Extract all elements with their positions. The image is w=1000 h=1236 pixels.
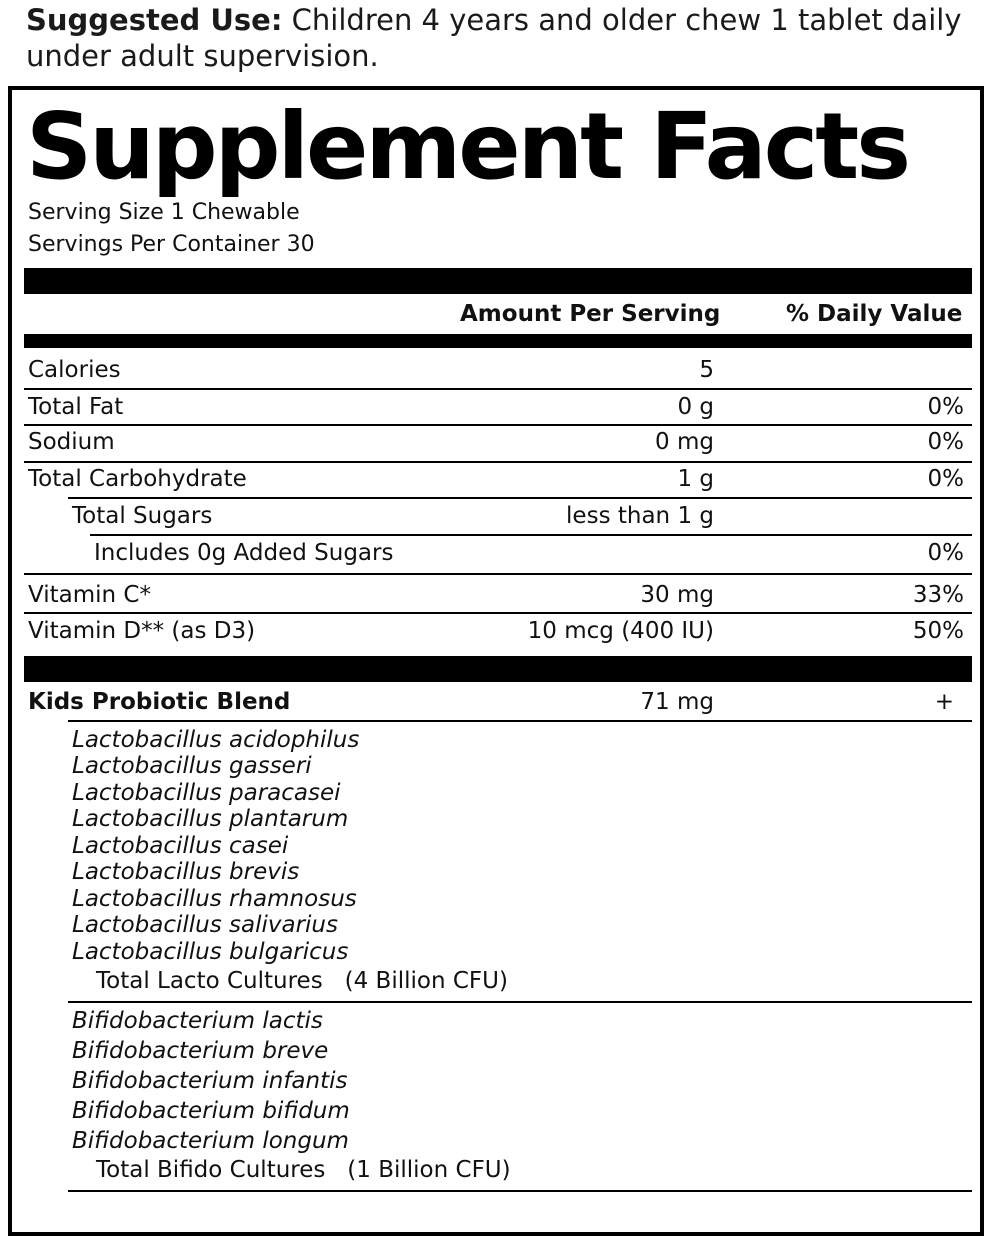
strain-item: Lactobacillus casei xyxy=(72,833,289,859)
nutrient-amount: 30 mg xyxy=(640,582,714,608)
row-divider xyxy=(68,720,972,722)
suggested-use: Suggested Use: Children 4 years and olde… xyxy=(26,2,966,74)
row-divider xyxy=(24,612,972,614)
nutrient-label: Total Sugars xyxy=(72,503,213,529)
strain-item: Lactobacillus acidophilus xyxy=(72,727,360,753)
strain-item: Bifidobacterium bifidum xyxy=(72,1098,350,1124)
row-divider xyxy=(24,388,972,390)
nutrient-label: Calories xyxy=(28,357,121,383)
strain-item: Bifidobacterium breve xyxy=(72,1038,329,1064)
servings-per-container: Servings Per Container 30 xyxy=(28,232,315,257)
nutrient-amount: 10 mcg (400 IU) xyxy=(527,618,714,644)
row-divider xyxy=(68,1001,972,1003)
strain-item: Bifidobacterium longum xyxy=(72,1128,349,1154)
nutrient-row: Sodium 0 mg 0% xyxy=(24,424,964,460)
blend-row: Kids Probiotic Blend 71 mg + xyxy=(24,684,964,720)
nutrient-row: Total Fat 0 g 0% xyxy=(24,389,964,425)
nutrient-row: Total Sugars less than 1 g xyxy=(24,498,964,534)
thick-divider xyxy=(24,268,972,294)
nutrient-row: Vitamin D** (as D3) 10 mcg (400 IU) 50% xyxy=(24,613,964,649)
nutrient-dv: 0% xyxy=(927,540,965,566)
nutrient-dv: 0% xyxy=(927,466,965,492)
thick-divider xyxy=(24,656,972,682)
row-divider xyxy=(24,461,972,463)
nutrient-dv: 50% xyxy=(912,618,964,644)
nutrient-row: Vitamin C* 30 mg 33% xyxy=(24,577,964,613)
nutrient-label: Includes 0g Added Sugars xyxy=(94,540,394,566)
panel-title: Supplement Facts xyxy=(26,93,911,200)
nutrient-amount: 0 mg xyxy=(655,429,714,455)
nutrient-row: Includes 0g Added Sugars 0% xyxy=(24,535,964,571)
blend-label: Kids Probiotic Blend xyxy=(28,689,291,715)
nutrient-label: Vitamin C* xyxy=(28,582,151,608)
suggested-use-text: Children 4 years and older chew 1 tablet… xyxy=(26,3,962,73)
serving-size: Serving Size 1 Chewable xyxy=(28,200,300,225)
header-amount: Amount Per Serving xyxy=(460,301,721,327)
nutrient-label: Sodium xyxy=(28,429,115,455)
header-daily-value: % Daily Value xyxy=(786,301,963,327)
bifido-total: Total Bifido Cultures (1 Billion CFU) xyxy=(96,1157,511,1183)
nutrient-label: Vitamin D** (as D3) xyxy=(28,618,256,644)
nutrient-dv: 33% xyxy=(912,582,964,608)
nutrient-amount: 5 xyxy=(699,357,714,383)
nutrient-dv: 0% xyxy=(927,429,965,455)
strain-item: Lactobacillus salivarius xyxy=(72,912,338,938)
strain-item: Lactobacillus bulgaricus xyxy=(72,939,349,965)
row-divider xyxy=(24,424,972,426)
strain-item: Lactobacillus paracasei xyxy=(72,780,341,806)
strain-item: Lactobacillus gasseri xyxy=(72,753,312,779)
row-divider xyxy=(68,497,972,499)
strain-item: Lactobacillus rhamnosus xyxy=(72,886,357,912)
blend-amount: 71 mg xyxy=(640,689,714,715)
strain-item: Bifidobacterium lactis xyxy=(72,1008,323,1034)
strain-item: Lactobacillus brevis xyxy=(72,859,300,885)
medium-divider xyxy=(24,334,972,348)
nutrient-amount: 0 g xyxy=(677,394,714,420)
nutrient-row: Calories 5 xyxy=(24,352,964,388)
strain-item: Lactobacillus plantarum xyxy=(72,806,349,832)
nutrient-label: Total Fat xyxy=(28,394,124,420)
suggested-use-label: Suggested Use: xyxy=(26,3,283,37)
lacto-total: Total Lacto Cultures (4 Billion CFU) xyxy=(96,968,508,994)
nutrient-label: Total Carbohydrate xyxy=(28,466,247,492)
row-divider xyxy=(24,573,972,575)
nutrient-row: Total Carbohydrate 1 g 0% xyxy=(24,461,964,497)
nutrient-amount: 1 g xyxy=(677,466,714,492)
nutrient-amount: less than 1 g xyxy=(566,503,714,529)
blend-dv: + xyxy=(934,689,954,715)
row-divider xyxy=(90,534,972,536)
row-divider xyxy=(68,1190,972,1192)
nutrient-dv: 0% xyxy=(927,394,965,420)
strain-item: Bifidobacterium infantis xyxy=(72,1068,348,1094)
